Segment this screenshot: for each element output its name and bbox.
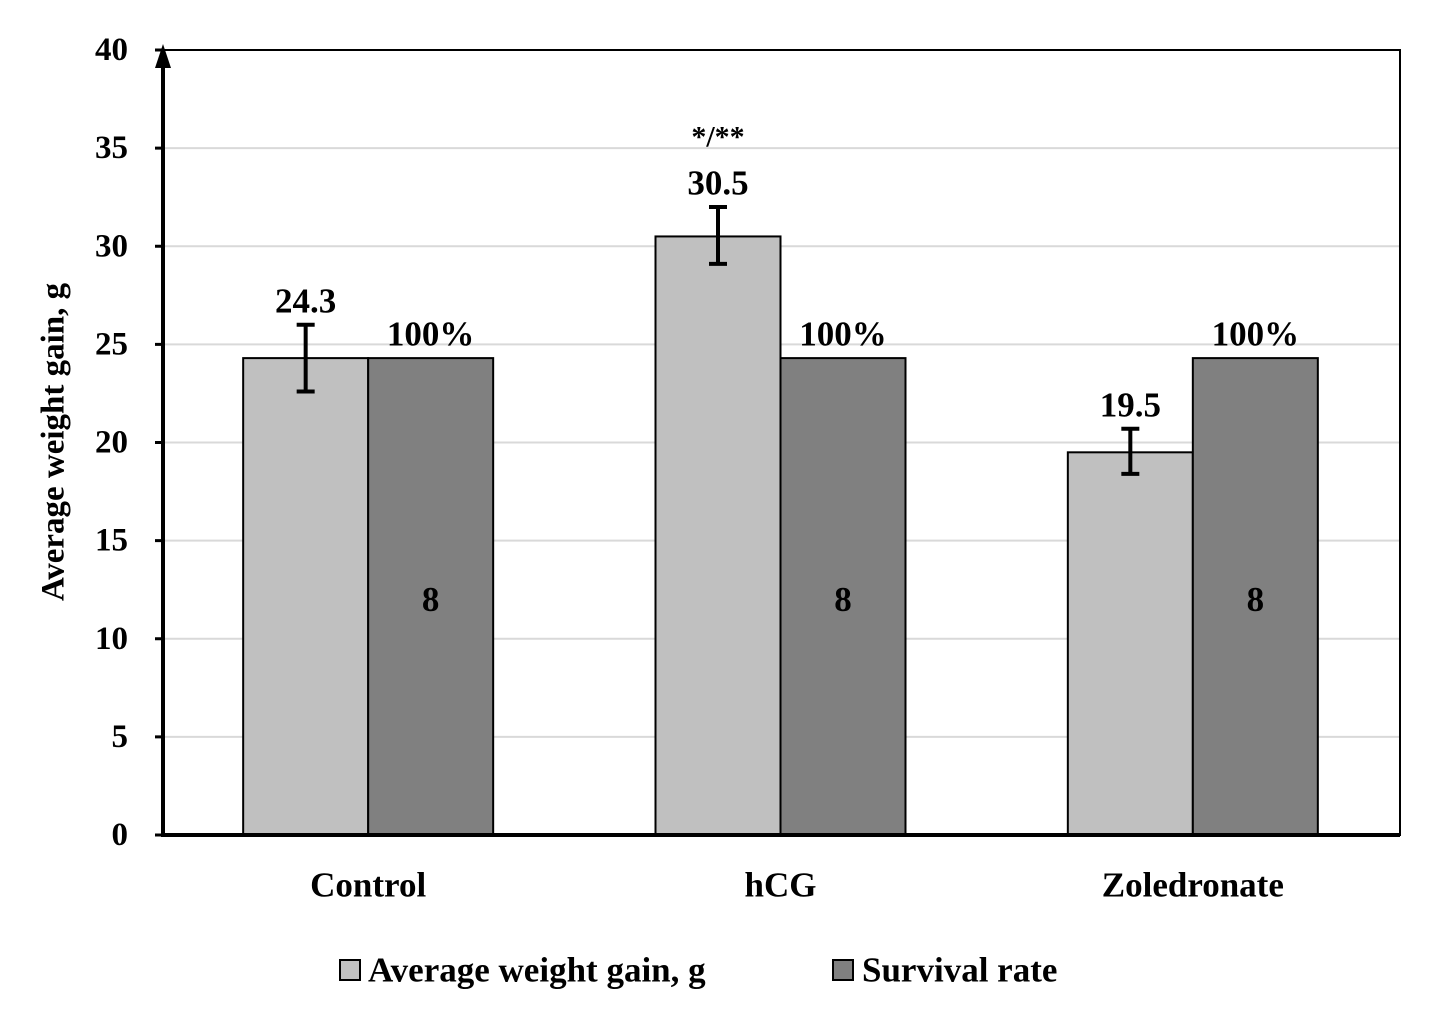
- data-label: 24.3: [275, 281, 336, 320]
- y-tick-label: 0: [112, 817, 129, 853]
- y-axis: 0 5 10 15 20 25 30 35 40: [95, 32, 1400, 853]
- bar: [779, 357, 907, 836]
- bar: [1066, 451, 1194, 836]
- bar: [1191, 357, 1319, 836]
- data-label: 100%: [799, 315, 887, 354]
- category-label: Zoledronate: [1102, 866, 1284, 905]
- y-tick-label: 35: [95, 130, 128, 166]
- y-tick-label: 10: [95, 621, 128, 657]
- significance-annotation: */**: [691, 121, 744, 154]
- data-labels: Control 24.3 100% 8 hCG 30.5 */** 100% 8 Zoledron…: [275, 121, 1299, 905]
- data-label: 100%: [1212, 315, 1300, 354]
- data-label: 30.5: [687, 164, 748, 203]
- legend-label: Survival rate: [862, 951, 1057, 990]
- bar: [367, 357, 495, 836]
- bar: [242, 357, 370, 836]
- legend-label: Average weight gain, g: [368, 951, 706, 990]
- legend-swatch: [832, 959, 854, 981]
- category-label: Control: [310, 866, 426, 905]
- y-tick-label: 5: [112, 719, 129, 755]
- legend-swatch: [339, 959, 361, 981]
- legend: Average weight gain, g Survival rate: [339, 951, 1057, 990]
- y-tick-label: 40: [95, 32, 128, 68]
- y-tick-label: 15: [95, 523, 128, 559]
- data-label: 100%: [387, 315, 475, 354]
- bar-inner-label: 8: [422, 580, 440, 619]
- y-tick-label: 30: [95, 228, 128, 264]
- y-tick-label: 20: [95, 425, 128, 461]
- bar-inner-label: 8: [834, 580, 852, 619]
- bar: [654, 235, 782, 836]
- bar-inner-label: 8: [1247, 580, 1265, 619]
- category-label: hCG: [745, 866, 817, 905]
- y-tick-label: 25: [95, 326, 128, 362]
- y-axis-arrow: [155, 44, 171, 68]
- bars: [242, 205, 1319, 836]
- data-label: 19.5: [1100, 385, 1161, 424]
- y-axis-title: Average weight gain, g: [36, 282, 72, 601]
